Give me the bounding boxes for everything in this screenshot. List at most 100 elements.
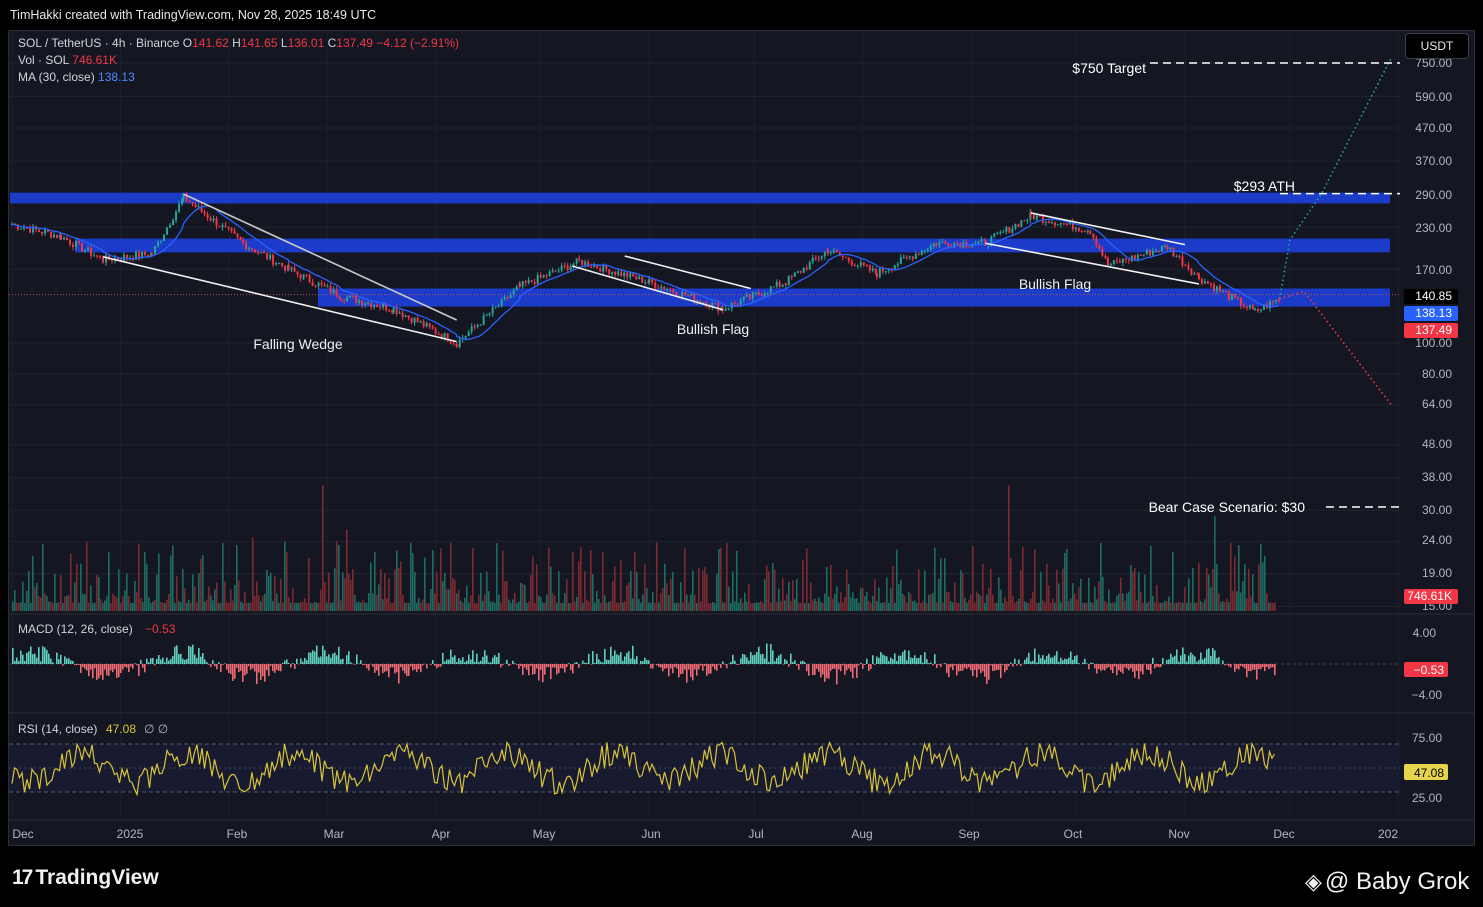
volume-bar bbox=[1212, 568, 1214, 611]
volume-bar bbox=[228, 602, 230, 611]
candle-body bbox=[1044, 221, 1047, 223]
macd-bar bbox=[794, 660, 796, 664]
macd-bar bbox=[1162, 657, 1164, 664]
volume-bar bbox=[112, 593, 114, 611]
volume-bar bbox=[1122, 593, 1124, 611]
volume-bar bbox=[674, 602, 676, 611]
macd-bar bbox=[952, 664, 954, 671]
volume-bar bbox=[422, 599, 424, 611]
macd-bar bbox=[936, 664, 938, 668]
volume-bar bbox=[246, 602, 248, 611]
candle-body bbox=[908, 256, 911, 258]
macd-bar bbox=[668, 664, 670, 677]
macd-bar bbox=[596, 653, 598, 664]
candle-body bbox=[111, 259, 114, 261]
macd-bar bbox=[124, 664, 126, 667]
macd-bar bbox=[184, 659, 186, 664]
macd-bar bbox=[338, 646, 340, 664]
candle-body bbox=[1197, 274, 1200, 280]
macd-bar bbox=[432, 660, 434, 664]
macd-bar bbox=[610, 646, 612, 664]
macd-bar bbox=[1052, 657, 1054, 664]
volume-bar bbox=[718, 549, 720, 611]
chart-frame[interactable] bbox=[8, 30, 1475, 846]
candle-body bbox=[977, 241, 980, 244]
macd-bar bbox=[692, 664, 694, 681]
volume-bar bbox=[1004, 596, 1006, 611]
volume-bar bbox=[1242, 581, 1244, 611]
volume-bar bbox=[442, 580, 444, 611]
volume-bar bbox=[900, 579, 902, 611]
volume-bar bbox=[1156, 585, 1158, 611]
macd-bar bbox=[254, 664, 256, 672]
volume-bar bbox=[92, 602, 94, 611]
volume-bar bbox=[892, 566, 894, 611]
volume-bar bbox=[792, 580, 794, 611]
macd-bar bbox=[1040, 658, 1042, 664]
volume-bar bbox=[618, 602, 620, 611]
macd-bar bbox=[702, 664, 704, 671]
volume-bar bbox=[562, 602, 564, 611]
macd-bar bbox=[1190, 652, 1192, 664]
volume-bar bbox=[1254, 602, 1256, 611]
candle-body bbox=[739, 300, 742, 305]
macd-bar bbox=[36, 657, 38, 664]
macd-bar bbox=[572, 664, 574, 674]
volume-bar bbox=[762, 602, 764, 611]
macd-bar bbox=[1210, 656, 1212, 664]
candle-body bbox=[968, 246, 971, 248]
candle-body bbox=[1008, 227, 1011, 233]
volume-bar bbox=[1064, 552, 1066, 611]
candle-body bbox=[157, 241, 160, 247]
volume-bar bbox=[48, 601, 50, 611]
currency-button[interactable]: USDT bbox=[1405, 33, 1469, 59]
volume-bar bbox=[806, 548, 808, 611]
macd-bar bbox=[932, 664, 934, 666]
candle-body bbox=[660, 286, 663, 289]
macd-bar bbox=[498, 652, 500, 664]
candle-body bbox=[181, 198, 184, 205]
macd-bar bbox=[76, 664, 78, 666]
volume-bar bbox=[464, 597, 466, 611]
rsi-badge-bg bbox=[1404, 764, 1448, 780]
candle-body bbox=[929, 245, 932, 250]
macd-bar bbox=[290, 664, 292, 668]
macd-bar bbox=[50, 658, 52, 664]
legend-ma-row[interactable]: MA (30, close) 138.13 bbox=[18, 70, 135, 84]
candle-body bbox=[1109, 264, 1112, 266]
volume-bar bbox=[468, 602, 470, 611]
macd-bar bbox=[304, 658, 306, 664]
candle-body bbox=[778, 282, 781, 287]
legend-volume-row[interactable]: Vol · SOL 746.61K bbox=[18, 53, 117, 67]
volume-bar bbox=[230, 589, 232, 611]
volume-bar bbox=[1246, 598, 1248, 611]
macd-bar bbox=[1134, 664, 1136, 678]
macd-bar bbox=[842, 664, 844, 666]
macd-bar bbox=[1066, 659, 1068, 664]
flag1-lower-line bbox=[571, 265, 723, 311]
macd-bar bbox=[98, 664, 100, 679]
candle-body bbox=[850, 261, 853, 266]
volume-bar bbox=[28, 570, 30, 611]
macd-bar bbox=[1128, 664, 1130, 671]
volume-bar bbox=[1218, 593, 1220, 611]
macd-bar bbox=[946, 664, 948, 673]
candle-body bbox=[50, 232, 52, 238]
symbol-label[interactable]: SOL / TetherUS · 4h · Binance bbox=[18, 36, 180, 50]
candle-body bbox=[527, 280, 530, 283]
volume-bar bbox=[384, 573, 386, 611]
candle-body bbox=[355, 296, 358, 303]
macd-bar bbox=[1042, 655, 1044, 664]
volume-bar bbox=[1250, 596, 1252, 611]
macd-bar bbox=[814, 664, 816, 676]
volume-bar bbox=[466, 585, 468, 611]
volume-bar bbox=[1036, 602, 1038, 611]
volume-bar bbox=[966, 602, 968, 611]
macd-bar bbox=[700, 664, 702, 666]
candle-body bbox=[323, 284, 326, 287]
candle-body bbox=[338, 296, 341, 300]
candle-body bbox=[1181, 256, 1184, 266]
volume-bar bbox=[108, 552, 110, 611]
macd-bar bbox=[762, 653, 764, 664]
